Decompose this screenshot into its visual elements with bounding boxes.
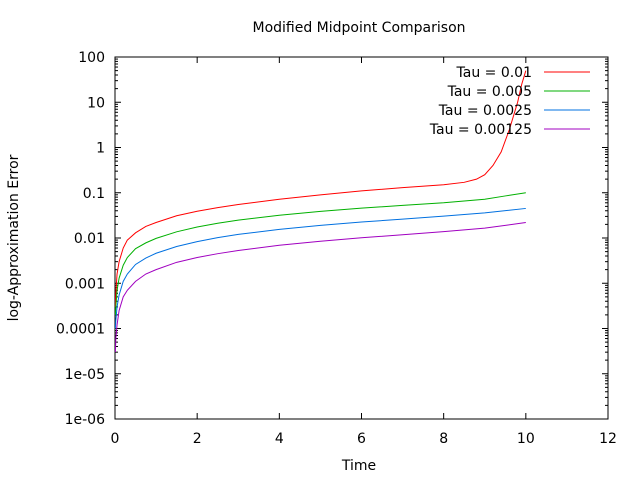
legend-label: Tau = 0.00125 <box>429 122 532 138</box>
y-tick-label: 0.1 <box>83 186 105 202</box>
legend-label: Tau = 0.0025 <box>438 103 532 119</box>
y-tick-label: 100 <box>78 50 105 66</box>
x-tick-label: 12 <box>599 431 617 447</box>
series-line-1 <box>114 70 527 307</box>
y-tick-label: 1 <box>96 141 105 157</box>
series-line-3 <box>114 207 526 329</box>
y-tick-label: 1e-05 <box>65 367 105 383</box>
y-axis: 1e-06 1e-05 0.0001 0.001 0.01 0.1 1 10 100 <box>56 50 608 428</box>
y-tick-label: 1e-06 <box>65 412 105 428</box>
x-tick-label: 10 <box>517 431 535 447</box>
legend-label: Tau = 0.01 <box>456 65 533 81</box>
legend: Tau = 0.01 Tau = 0.005 Tau = 0.0025 Tau = 0… <box>429 65 590 138</box>
series-layer <box>114 70 527 353</box>
y-tick-label: 0.0001 <box>56 322 105 338</box>
y-tick-label: 0.001 <box>65 276 105 292</box>
x-tick-label: 2 <box>193 431 202 447</box>
y-axis-label: log-Approximation Error <box>6 154 22 321</box>
legend-label: Tau = 0.005 <box>447 84 532 100</box>
series-line-4 <box>114 222 526 353</box>
x-tick-label: 8 <box>439 431 448 447</box>
x-axis: 0 2 4 6 8 10 12 <box>111 57 617 447</box>
series-line-2 <box>114 192 526 315</box>
x-tick-label: 0 <box>111 431 120 447</box>
y-tick-label: 0.01 <box>74 231 105 247</box>
x-tick-label: 4 <box>275 431 284 447</box>
y-tick-label: 10 <box>87 95 105 111</box>
x-axis-label: Time <box>341 458 376 474</box>
chart-title: Modified Midpoint Comparison <box>252 20 465 36</box>
x-tick-label: 6 <box>357 431 366 447</box>
